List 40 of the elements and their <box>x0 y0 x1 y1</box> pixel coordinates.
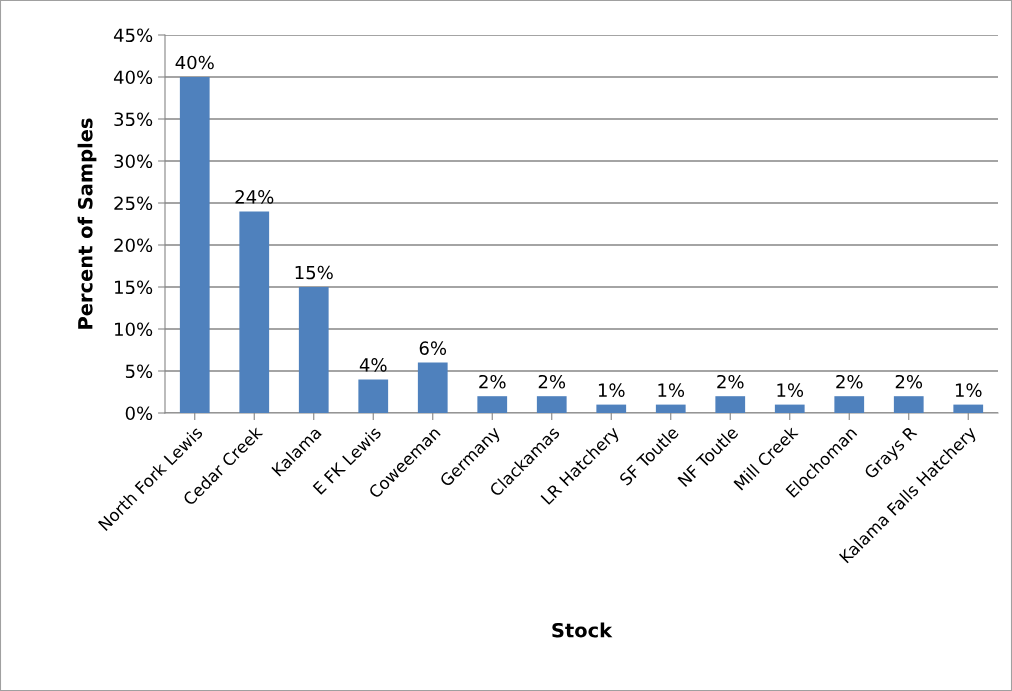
y-tick-label: 35% <box>114 112 153 127</box>
y-tick-label: 15% <box>115 280 153 295</box>
y-tick-label: 30% <box>114 154 153 169</box>
y-tick-label: 20% <box>114 238 153 253</box>
data-label: 2% <box>717 374 744 389</box>
bar <box>953 404 984 413</box>
data-label: 15% <box>295 265 333 280</box>
data-label: 24% <box>235 190 274 204</box>
bar <box>655 404 686 413</box>
data-label: 1% <box>777 383 804 397</box>
bar <box>298 287 329 413</box>
y-tick-label: 25% <box>114 196 153 211</box>
data-label: 1% <box>598 383 625 397</box>
data-label: 2% <box>479 374 506 389</box>
y-axis-title: Percent of Samples <box>77 118 97 329</box>
bar <box>834 396 865 413</box>
bar <box>715 396 746 413</box>
y-tick-label: 10% <box>115 322 153 337</box>
x-axis-title: Stock <box>552 622 613 638</box>
data-label: 2% <box>836 374 863 389</box>
data-label: 1% <box>658 383 685 397</box>
data-label: 2% <box>538 374 566 389</box>
y-tick-label: 0% <box>125 406 153 421</box>
bar <box>477 396 508 413</box>
data-label: 2% <box>895 374 923 389</box>
data-label: 6% <box>419 341 447 355</box>
bar <box>774 404 805 413</box>
bar <box>239 211 270 413</box>
bar <box>893 396 924 413</box>
data-label: 4% <box>359 358 387 372</box>
bar <box>417 362 448 413</box>
bar <box>358 379 389 413</box>
bar <box>179 77 210 413</box>
bar <box>536 396 567 413</box>
bar <box>596 404 627 413</box>
y-tick-label: 45% <box>113 28 153 43</box>
data-label: 1% <box>955 383 982 397</box>
y-tick-label: 40% <box>113 70 153 85</box>
y-tick-label: 5% <box>125 364 153 379</box>
data-label: 40% <box>175 55 214 70</box>
